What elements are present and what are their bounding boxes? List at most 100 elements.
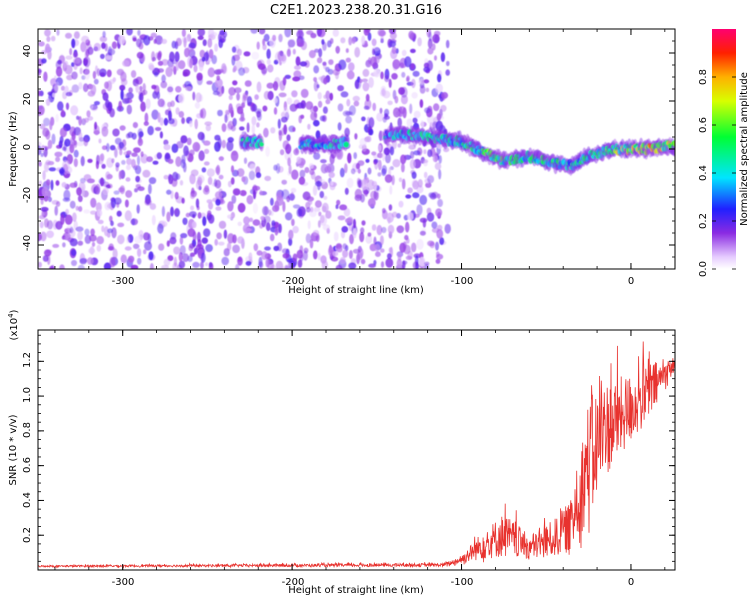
heatmap-cell (195, 243, 204, 251)
heatmap-cell (59, 127, 67, 138)
heatmap-cell (55, 66, 63, 77)
heatmap-cell (83, 58, 89, 65)
heatmap-cell (382, 208, 386, 214)
heatmap-cell (142, 169, 151, 178)
heatmap-cell (40, 211, 45, 218)
heatmap-cell (181, 117, 186, 124)
heatmap-cell (171, 64, 176, 72)
heatmap-cell (365, 59, 371, 67)
heatmap-cell (90, 197, 97, 208)
heatmap-cell (69, 200, 76, 209)
heatmap-cell (43, 117, 51, 127)
heatmap-cell (333, 231, 339, 242)
heatmap-cell (316, 57, 323, 64)
heatmap-cell (38, 145, 42, 156)
heatmap-cell (360, 258, 366, 265)
heatmap-cell (175, 173, 181, 180)
heatmap-cell (256, 111, 262, 121)
heatmap-cell (330, 181, 334, 186)
heatmap-cell (100, 53, 105, 60)
heatmap-cell (148, 64, 155, 71)
heatmap-cell (120, 254, 128, 264)
heatmap-cell (195, 179, 202, 190)
heatmap-cell (281, 248, 289, 254)
heatmap-cell (140, 151, 144, 158)
heatmap-cell (256, 250, 263, 256)
heatmap-cell (409, 103, 413, 114)
heatmap-cell (278, 265, 285, 269)
heatmap-cell (388, 247, 393, 254)
heatmap-cell (404, 56, 412, 68)
spectrogram-panel: -300 -200 -100 0 Height of straight line… (8, 28, 676, 296)
heatmap-cell (102, 92, 109, 101)
heatmap-cell (166, 211, 171, 222)
heatmap-cell (191, 221, 197, 229)
heatmap-cell (55, 180, 60, 186)
heatmap-cell (352, 95, 360, 102)
heatmap-cell (427, 38, 433, 49)
heatmap-cell (161, 59, 169, 66)
heatmap-cell (65, 102, 70, 111)
heatmap-cell (120, 89, 124, 101)
heatmap-cell (441, 92, 449, 99)
heatmap-cell (388, 40, 397, 48)
bottom-y-tick-label: 1.2 (22, 352, 33, 368)
heatmap-cell (308, 163, 314, 169)
heatmap-cell (193, 64, 198, 73)
heatmap-cell (187, 228, 196, 238)
heatmap-cell (99, 36, 108, 43)
heatmap-cell (278, 92, 287, 98)
heatmap-cell (276, 195, 284, 206)
heatmap-cell (208, 49, 214, 59)
heatmap-cell (77, 230, 83, 241)
heatmap-cell (210, 31, 218, 37)
heatmap-cell (122, 98, 130, 104)
bottom-y-tick-label: 0.6 (22, 457, 33, 473)
heatmap-cell (274, 227, 279, 236)
heatmap-cell (325, 210, 332, 219)
heatmap-cell (142, 83, 146, 92)
colorbar-tick-label: 0.2 (698, 213, 709, 229)
heatmap-cell (338, 59, 347, 71)
heatmap-cell (57, 59, 62, 65)
heatmap-cell (339, 204, 348, 211)
heatmap-cell (244, 80, 252, 87)
heatmap-cell (252, 202, 258, 214)
heatmap-cell (425, 87, 430, 93)
heatmap-cell (194, 118, 198, 130)
heatmap-cell (38, 141, 42, 147)
heatmap-cell (45, 98, 51, 106)
heatmap-cell (236, 92, 241, 101)
heatmap-cell (284, 74, 291, 79)
heatmap-cell (197, 212, 202, 219)
heatmap-cell (308, 199, 313, 205)
heatmap-cell (61, 182, 67, 188)
heatmap-cell (292, 253, 298, 262)
heatmap-cell (337, 103, 344, 112)
heatmap-cell (319, 191, 325, 199)
heatmap-cell (55, 156, 61, 162)
heatmap-cell (179, 245, 186, 255)
heatmap-cell (405, 221, 410, 233)
heatmap-cell (77, 264, 85, 269)
heatmap-cell (392, 159, 401, 168)
heatmap-cell (251, 51, 260, 60)
heatmap-cell (412, 261, 419, 269)
heatmap-cell (87, 257, 94, 265)
heatmap-cell (380, 34, 384, 43)
heatmap-cell (404, 234, 409, 241)
heatmap-cell (136, 38, 142, 48)
heatmap-cell (434, 55, 437, 61)
heatmap-cell (71, 249, 77, 256)
heatmap-cell (293, 70, 302, 79)
heatmap-cell (229, 107, 234, 114)
heatmap-cell (218, 241, 225, 246)
heatmap-cell (435, 208, 443, 217)
heatmap-cell (216, 232, 222, 240)
heatmap-cell (90, 228, 95, 237)
heatmap-cell (170, 232, 177, 240)
heatmap-cell (285, 212, 293, 221)
heatmap-cell (294, 65, 301, 70)
heatmap-cell (427, 47, 434, 55)
